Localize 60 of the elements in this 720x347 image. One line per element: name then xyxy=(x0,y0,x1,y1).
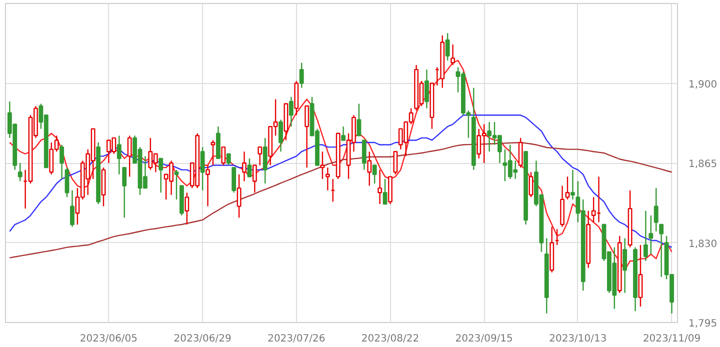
candlestick xyxy=(200,146,205,191)
candlestick xyxy=(299,62,304,88)
candlestick xyxy=(424,68,429,109)
candlestick xyxy=(252,164,257,194)
candlestick xyxy=(378,169,382,205)
candlestick xyxy=(320,151,325,180)
candlestick xyxy=(221,146,226,166)
candlestick xyxy=(367,151,372,186)
x-tick-label: 2023/11/09 xyxy=(642,334,701,344)
candlestick xyxy=(174,169,179,200)
candlestick xyxy=(226,153,231,166)
candlestick xyxy=(210,140,216,166)
y-tick-label: 1,830 xyxy=(688,238,718,250)
candlestick xyxy=(232,166,236,194)
x-tick-label: 2023/06/29 xyxy=(174,334,232,344)
candlestick xyxy=(116,135,122,175)
candlestick xyxy=(565,176,570,200)
candlestick xyxy=(262,137,268,184)
candlestick xyxy=(648,214,654,255)
candlestick xyxy=(643,210,648,262)
candlestick xyxy=(654,187,658,232)
candlestick xyxy=(622,238,628,294)
candlestick xyxy=(127,135,132,178)
candlestick xyxy=(236,174,242,218)
candlestick xyxy=(341,126,346,141)
candlestick xyxy=(638,244,643,308)
candlestick xyxy=(64,166,70,198)
candlestick xyxy=(325,166,330,191)
x-tick-label: 2023/09/15 xyxy=(455,334,513,344)
x-tick-label: 2023/07/26 xyxy=(268,334,326,344)
candlestick xyxy=(70,190,74,228)
candlestick xyxy=(445,32,450,62)
candlestick xyxy=(242,151,246,182)
candlestick xyxy=(659,224,664,278)
candlestick xyxy=(60,144,64,180)
candlestick xyxy=(122,166,127,218)
candlestick xyxy=(450,44,456,66)
candlestick xyxy=(393,151,398,175)
candlestick xyxy=(382,178,388,205)
candlestick xyxy=(304,105,310,168)
candlestick xyxy=(258,146,262,166)
candlestick xyxy=(528,172,534,198)
candlestick xyxy=(356,103,362,136)
y-tick-label: 1,865 xyxy=(688,159,718,170)
candlestick xyxy=(206,164,210,207)
y-tick-label: 1,900 xyxy=(688,79,718,90)
y-tick-label: 1,795 xyxy=(688,318,718,330)
candlestick xyxy=(247,158,252,178)
candlestick xyxy=(158,158,164,194)
x-tick-label: 2023/06/05 xyxy=(80,334,138,344)
candlestick xyxy=(288,96,294,128)
x-tick-label: 2023/08/22 xyxy=(361,334,420,344)
candlestick xyxy=(184,192,190,226)
candlestick xyxy=(570,169,575,200)
candlestick xyxy=(372,164,377,184)
candlestick xyxy=(518,137,523,168)
candlestick xyxy=(278,119,283,152)
candlestick xyxy=(18,162,22,182)
candlestick xyxy=(362,140,366,170)
x-tick-label: 2023/10/13 xyxy=(549,334,607,344)
